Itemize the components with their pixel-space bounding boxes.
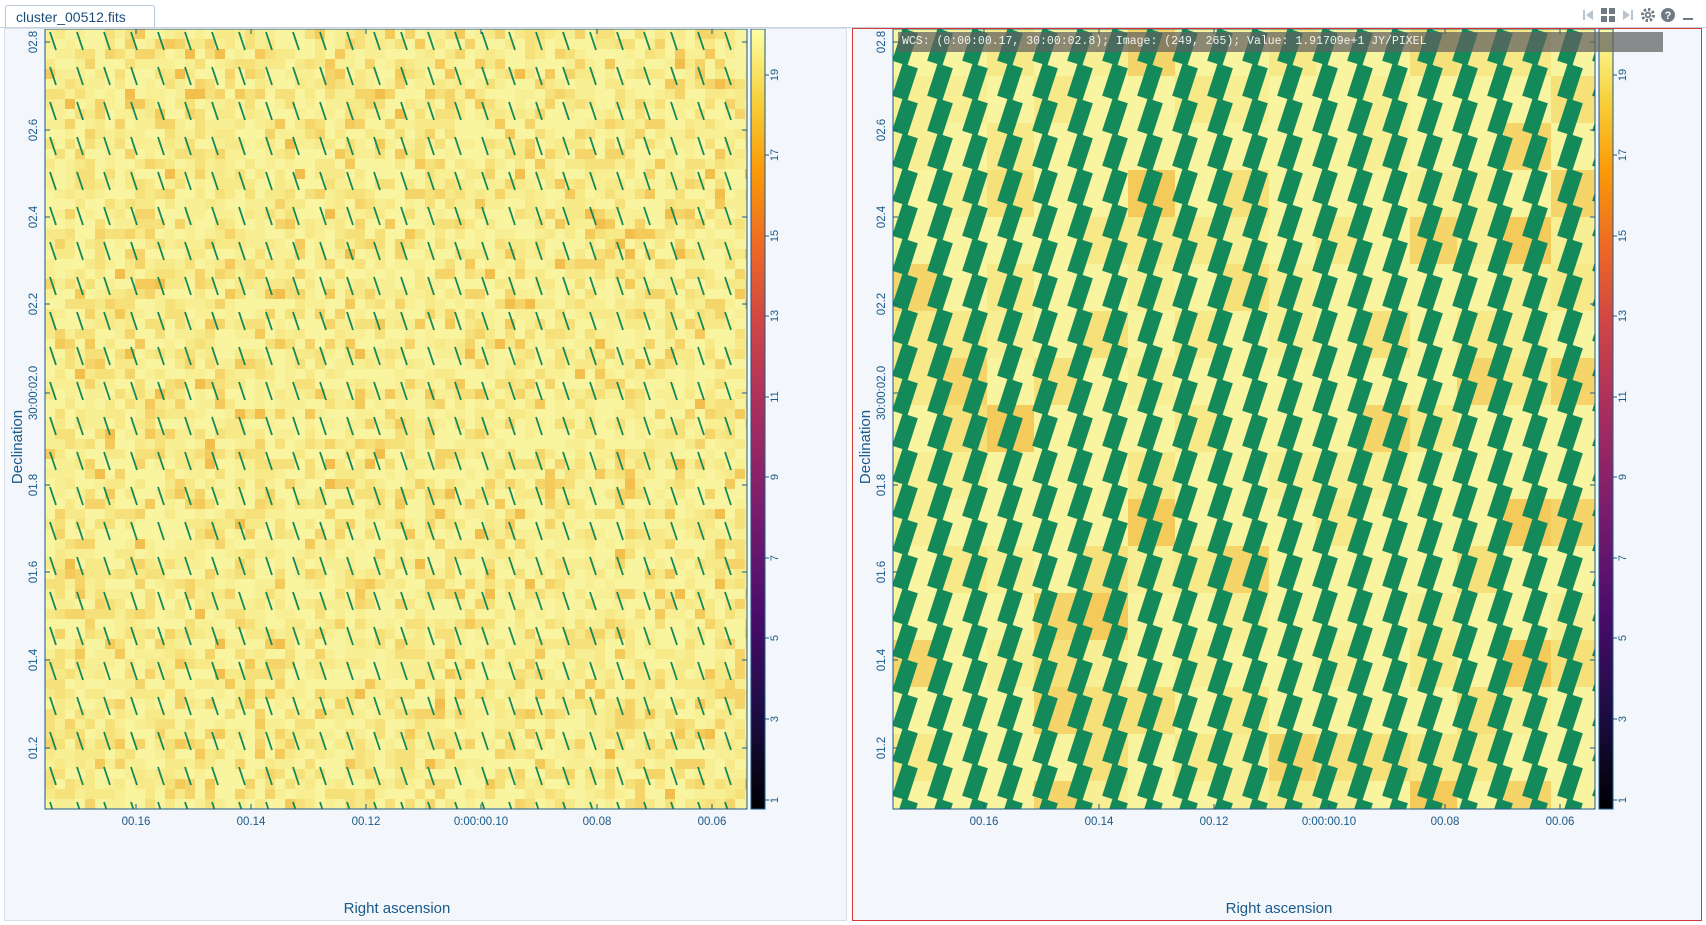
x-tick-label: 00.08 <box>1431 816 1460 828</box>
x-tick-label: 00.06 <box>698 816 727 828</box>
plot-frame <box>892 29 1596 810</box>
skip-first-icon[interactable] <box>1580 7 1596 23</box>
y-tick-label: 01.4 <box>876 648 888 671</box>
cursor-info-bar: WCS: (0:00:00.17, 30:00:02.8); Image: (2… <box>898 32 1663 52</box>
y-tick-label: 01.2 <box>28 737 40 759</box>
y-tick-label: 02.2 <box>876 293 888 315</box>
colorbar-tick-label: 15 <box>1617 230 1629 242</box>
x-tick-label: 00.14 <box>237 816 266 828</box>
colorbar-ticks-right: 19 17 15 13 11 9 7 5 3 1 <box>1613 69 1629 803</box>
x-ticks-right: 00.16 00.14 00.12 0:00:00.10 00.08 00.06 <box>970 29 1575 828</box>
x-tick-label: 0:00:00.10 <box>1302 816 1356 828</box>
x-tick-label: 00.16 <box>122 816 151 828</box>
x-tick-label: 0:00:00.10 <box>454 816 508 828</box>
colorbar-tick-label: 11 <box>769 391 781 402</box>
toolbar: ? <box>1580 5 1696 25</box>
y-tick-label: 02.4 <box>876 205 888 228</box>
y-tick-label: 30:00:02.0 <box>28 366 40 420</box>
y-tick-label: 02.8 <box>876 31 888 53</box>
minimize-icon[interactable] <box>1680 7 1696 23</box>
gear-icon[interactable] <box>1640 7 1656 23</box>
skip-last-icon[interactable] <box>1620 7 1636 23</box>
svg-text:?: ? <box>1665 10 1672 22</box>
colorbar-tick-label: 13 <box>769 310 781 322</box>
y-tick-label: 02.2 <box>28 293 40 315</box>
image-view-right[interactable]: 02.8 02.6 02.4 02.2 30:00:02.0 01.8 01.6 01.4 01… <box>853 29 1701 920</box>
y-axis-label: Declination <box>857 410 874 484</box>
colorbar-tick-label: 15 <box>769 230 781 242</box>
fits-image[interactable] <box>45 29 758 855</box>
x-ticks-left: 00.16 00.14 00.12 0:00:00.10 00.08 00.06 <box>122 29 727 828</box>
file-tab[interactable]: cluster_00512.fits <box>5 5 155 27</box>
y-tick-label: 01.6 <box>28 561 40 583</box>
y-tick-label: 01.8 <box>28 474 40 496</box>
colorbar-tick-label: 17 <box>1617 149 1629 161</box>
x-tick-label: 00.12 <box>352 816 381 828</box>
y-tick-label: 01.4 <box>28 648 40 671</box>
y-ticks-left: 02.8 02.6 02.4 02.2 30:00:02.0 01.8 01.6 01.4 01… <box>28 31 747 759</box>
colorbar-tick-label: 11 <box>1617 391 1629 402</box>
x-axis-label: Right ascension <box>1226 900 1333 917</box>
colorbar-tick-label: 7 <box>769 555 781 561</box>
colorbar-tick-label: 19 <box>1617 69 1629 81</box>
colorbar-tick-label: 19 <box>769 69 781 81</box>
colorbar-tick-label: 9 <box>769 474 781 480</box>
y-tick-label: 01.6 <box>876 561 888 583</box>
y-axis-label: Declination <box>9 410 26 484</box>
help-icon[interactable]: ? <box>1660 7 1676 23</box>
colorbar-tick-label: 7 <box>1617 555 1629 561</box>
x-tick-label: 00.14 <box>1085 816 1114 828</box>
x-tick-label: 00.16 <box>970 816 999 828</box>
fits-image[interactable] <box>857 29 1653 871</box>
colorbar-tick-label: 3 <box>769 716 781 722</box>
colorbar <box>1598 29 1614 810</box>
colorbar-tick-label: 5 <box>1617 635 1629 641</box>
image-panel-left[interactable]: 02.8 02.6 02.4 02.2 30:00:02.0 01.8 01.6 01.4 01… <box>4 28 847 921</box>
colorbar-tick-label: 13 <box>1617 310 1629 322</box>
plot-frame <box>44 29 748 810</box>
y-tick-label: 02.6 <box>876 119 888 141</box>
y-tick-label: 01.8 <box>876 474 888 496</box>
x-axis-label: Right ascension <box>344 900 451 917</box>
tab-divider <box>0 27 1706 28</box>
colorbar-tick-label: 1 <box>1617 797 1629 803</box>
colorbar-tick-label: 17 <box>769 149 781 161</box>
colorbar-tick-label: 9 <box>1617 474 1629 480</box>
y-tick-label: 02.6 <box>28 119 40 141</box>
y-tick-label: 01.2 <box>876 737 888 759</box>
x-tick-label: 00.06 <box>1546 816 1575 828</box>
colorbar <box>750 29 766 810</box>
image-panel-right[interactable]: 02.8 02.6 02.4 02.2 30:00:02.0 01.8 01.6 01.4 01… <box>852 28 1702 921</box>
y-tick-label: 02.8 <box>28 31 40 53</box>
colorbar-ticks-left: 19 17 15 13 11 9 7 5 3 1 <box>765 69 781 803</box>
colorbar-tick-label: 3 <box>1617 716 1629 722</box>
y-tick-label: 30:00:02.0 <box>876 366 888 420</box>
y-tick-label: 02.4 <box>28 205 40 228</box>
colorbar-tick-label: 1 <box>769 797 781 803</box>
grid-layout-icon[interactable] <box>1600 7 1616 23</box>
image-view-left[interactable]: 02.8 02.6 02.4 02.2 30:00:02.0 01.8 01.6 01.4 01… <box>5 29 846 920</box>
colorbar-tick-label: 5 <box>769 635 781 641</box>
x-tick-label: 00.08 <box>583 816 612 828</box>
y-ticks-right: 02.8 02.6 02.4 02.2 30:00:02.0 01.8 01.6 01.4 01… <box>876 31 1595 759</box>
x-tick-label: 00.12 <box>1200 816 1229 828</box>
